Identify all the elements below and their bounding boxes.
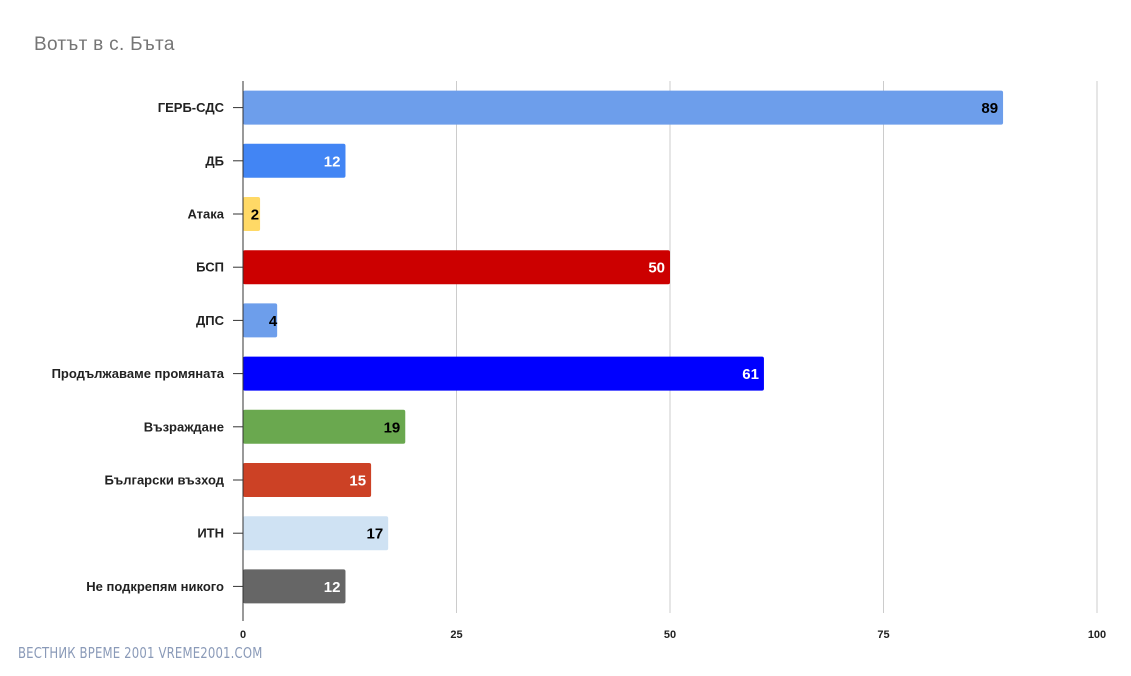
bar: [243, 463, 372, 497]
bar: [243, 303, 278, 338]
data-label: 12: [324, 579, 341, 596]
watermark-text: ВЕСТНИК ВРЕМЕ 2001 VREME2001.COM: [18, 644, 263, 662]
category-label: Продължаваме промяната: [52, 366, 225, 381]
bar: [243, 250, 670, 285]
bar: [243, 143, 346, 178]
bar: [243, 90, 1004, 125]
data-label: 89: [981, 100, 998, 117]
bar: [243, 409, 406, 444]
bar: [243, 197, 261, 231]
x-tick-label: 50: [664, 629, 676, 641]
category-label: Български възход: [104, 473, 224, 488]
chart-title: Вотът в с. Бъта: [34, 34, 175, 55]
category-label: Възраждане: [144, 419, 224, 434]
data-label: 50: [648, 260, 665, 277]
data-label: 15: [349, 473, 366, 490]
x-tick-label: 100: [1088, 629, 1106, 641]
data-label: 12: [324, 153, 341, 170]
category-label: БСП: [196, 260, 224, 275]
data-label: 2: [251, 207, 259, 224]
x-tick-label: 0: [240, 629, 246, 641]
category-label: ГЕРБ-СДС: [158, 100, 225, 115]
data-label: 61: [742, 366, 759, 383]
category-label: Не подкрепям никого: [86, 579, 224, 594]
data-label: 4: [269, 313, 278, 330]
x-tick-label: 25: [450, 629, 462, 641]
category-label: Атака: [187, 207, 224, 222]
bar: [243, 569, 346, 604]
category-label: ИТН: [197, 526, 224, 541]
data-label: 17: [366, 526, 383, 543]
x-tick-label: 75: [877, 629, 889, 641]
category-label: ДБ: [205, 153, 224, 168]
bar: [243, 516, 389, 551]
bar: [243, 356, 764, 391]
category-label: ДПС: [196, 313, 225, 328]
data-label: 19: [384, 419, 401, 436]
